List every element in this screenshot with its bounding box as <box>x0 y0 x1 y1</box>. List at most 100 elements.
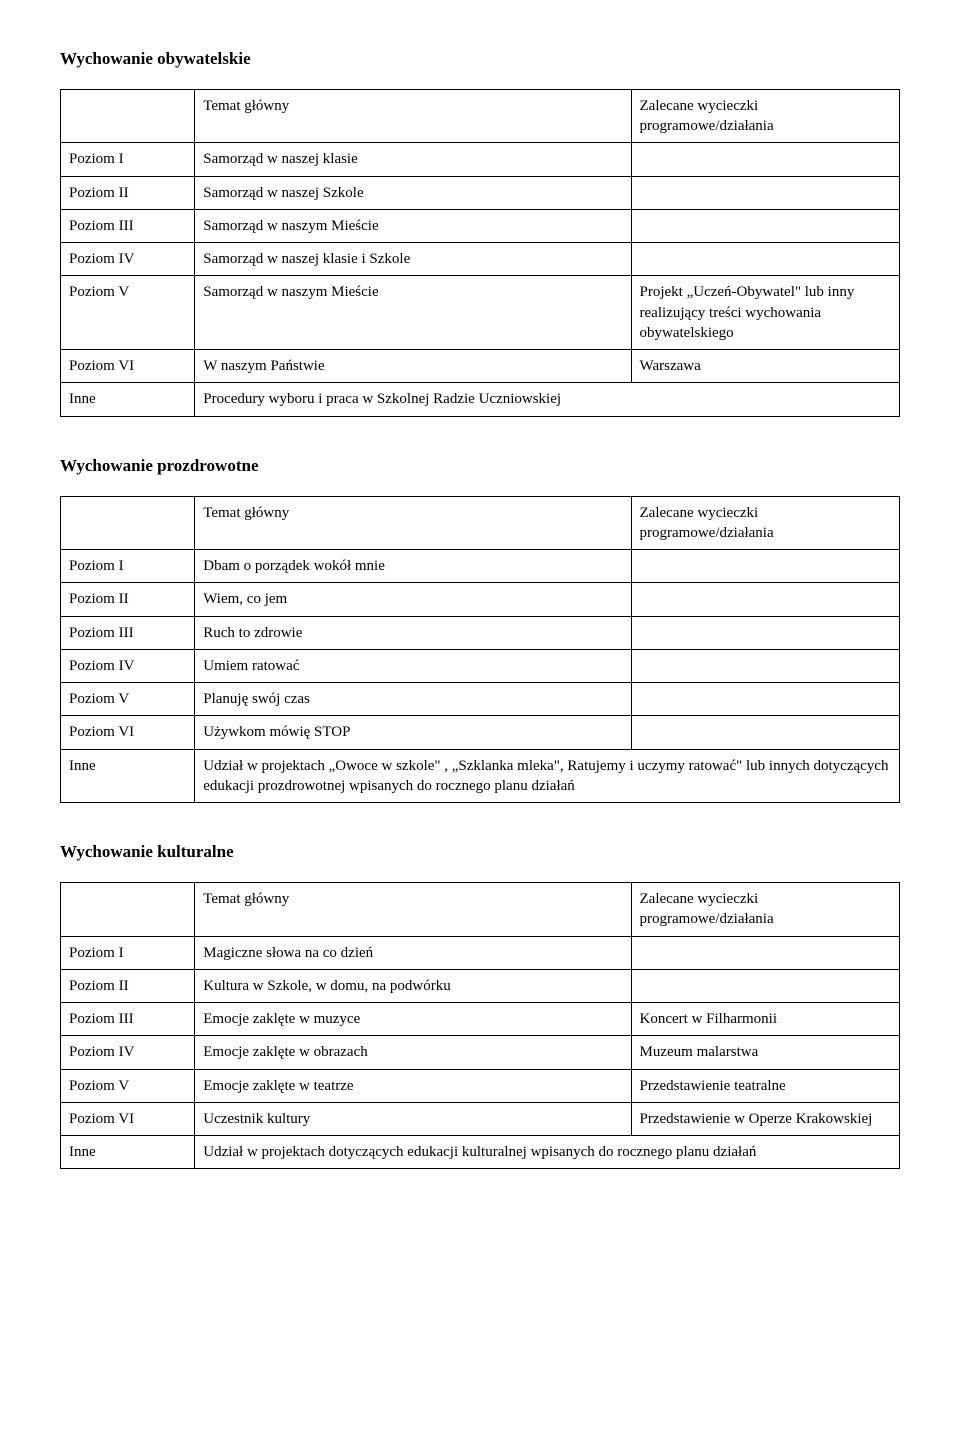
cell-trip: Warszawa <box>631 350 899 383</box>
cell-trip <box>631 936 899 969</box>
table-row: Poziom ISamorząd w naszej klasie <box>61 143 900 176</box>
table-row: Poziom IIIEmocje zaklęte w muzyceKoncert… <box>61 1003 900 1036</box>
cell-topic: Uczestnik kultury <box>195 1102 631 1135</box>
header-col2: Temat główny <box>195 89 631 143</box>
cell-level: Poziom II <box>61 969 195 1002</box>
cell-trip <box>631 583 899 616</box>
section-obywatelskie: Wychowanie obywatelskie Temat główny Zal… <box>60 48 900 417</box>
cell-trip <box>631 550 899 583</box>
header-empty <box>61 883 195 937</box>
table-obywatelskie: Temat główny Zalecane wycieczki programo… <box>60 89 900 417</box>
cell-trip <box>631 616 899 649</box>
table-row: Poziom IVSamorząd w naszej klasie i Szko… <box>61 243 900 276</box>
table-row: Poziom IDbam o porządek wokół mnie <box>61 550 900 583</box>
cell-level: Poziom III <box>61 1003 195 1036</box>
table-row: Poziom VPlanuję swój czas <box>61 683 900 716</box>
cell-level: Poziom III <box>61 616 195 649</box>
cell-trip <box>631 176 899 209</box>
table-prozdrowotne: Temat główny Zalecane wycieczki programo… <box>60 496 900 804</box>
header-empty <box>61 496 195 550</box>
table-row: Poziom VIUczestnik kulturyPrzedstawienie… <box>61 1102 900 1135</box>
cell-level: Poziom III <box>61 209 195 242</box>
table-inne-row: Inne Udział w projektach dotyczących edu… <box>61 1136 900 1169</box>
cell-topic: Używkom mówię STOP <box>195 716 631 749</box>
cell-topic: W naszym Państwie <box>195 350 631 383</box>
header-col2: Temat główny <box>195 496 631 550</box>
cell-level: Poziom IV <box>61 1036 195 1069</box>
cell-trip: Koncert w Filharmonii <box>631 1003 899 1036</box>
section-kulturalne: Wychowanie kulturalne Temat główny Zalec… <box>60 841 900 1169</box>
table-kulturalne: Temat główny Zalecane wycieczki programo… <box>60 882 900 1169</box>
section-title: Wychowanie kulturalne <box>60 841 900 864</box>
cell-topic: Dbam o porządek wokół mnie <box>195 550 631 583</box>
cell-level: Poziom I <box>61 143 195 176</box>
table-row: Poziom IISamorząd w naszej Szkole <box>61 176 900 209</box>
cell-topic: Magiczne słowa na co dzień <box>195 936 631 969</box>
table-row: Poziom VIUżywkom mówię STOP <box>61 716 900 749</box>
cell-trip <box>631 243 899 276</box>
cell-level: Poziom VI <box>61 1102 195 1135</box>
cell-topic: Wiem, co jem <box>195 583 631 616</box>
cell-topic: Ruch to zdrowie <box>195 616 631 649</box>
cell-inne-text: Udział w projektach dotyczących edukacji… <box>195 1136 900 1169</box>
cell-level: Poziom V <box>61 683 195 716</box>
table-inne-row: Inne Udział w projektach „Owoce w szkole… <box>61 749 900 803</box>
cell-trip <box>631 969 899 1002</box>
table-header-row: Temat główny Zalecane wycieczki programo… <box>61 496 900 550</box>
header-col3: Zalecane wycieczki programowe/działania <box>631 496 899 550</box>
cell-topic: Samorząd w naszym Mieście <box>195 276 631 350</box>
table-row: Poziom VEmocje zaklęte w teatrzePrzedsta… <box>61 1069 900 1102</box>
cell-level: Poziom IV <box>61 649 195 682</box>
cell-trip: Przedstawienie w Operze Krakowskiej <box>631 1102 899 1135</box>
cell-topic: Samorząd w naszej klasie <box>195 143 631 176</box>
cell-inne-label: Inne <box>61 749 195 803</box>
cell-level: Poziom VI <box>61 716 195 749</box>
table-row: Poziom IVUmiem ratować <box>61 649 900 682</box>
cell-trip: Przedstawienie teatralne <box>631 1069 899 1102</box>
cell-trip <box>631 649 899 682</box>
header-col2: Temat główny <box>195 883 631 937</box>
cell-level: Poziom II <box>61 176 195 209</box>
section-title: Wychowanie prozdrowotne <box>60 455 900 478</box>
table-header-row: Temat główny Zalecane wycieczki programo… <box>61 883 900 937</box>
table-row: Poziom IIISamorząd w naszym Mieście <box>61 209 900 242</box>
cell-topic: Emocje zaklęte w obrazach <box>195 1036 631 1069</box>
header-empty <box>61 89 195 143</box>
cell-trip <box>631 716 899 749</box>
cell-level: Poziom V <box>61 276 195 350</box>
table-row: Poziom IMagiczne słowa na co dzień <box>61 936 900 969</box>
cell-inne-text: Procedury wyboru i praca w Szkolnej Radz… <box>195 383 900 416</box>
table-row: Poziom VIW naszym PaństwieWarszawa <box>61 350 900 383</box>
table-row: Poziom IIIRuch to zdrowie <box>61 616 900 649</box>
cell-inne-text: Udział w projektach „Owoce w szkole" , „… <box>195 749 900 803</box>
table-row: Poziom IIKultura w Szkole, w domu, na po… <box>61 969 900 1002</box>
cell-topic: Samorząd w naszej klasie i Szkole <box>195 243 631 276</box>
header-col3: Zalecane wycieczki programowe/działania <box>631 89 899 143</box>
table-row: Poziom VSamorząd w naszym MieścieProjekt… <box>61 276 900 350</box>
cell-topic: Samorząd w naszym Mieście <box>195 209 631 242</box>
cell-trip <box>631 143 899 176</box>
cell-topic: Emocje zaklęte w teatrze <box>195 1069 631 1102</box>
header-col3: Zalecane wycieczki programowe/działania <box>631 883 899 937</box>
cell-trip <box>631 683 899 716</box>
cell-level: Poziom IV <box>61 243 195 276</box>
table-row: Poziom IVEmocje zaklęte w obrazachMuzeum… <box>61 1036 900 1069</box>
cell-topic: Emocje zaklęte w muzyce <box>195 1003 631 1036</box>
cell-level: Poziom I <box>61 550 195 583</box>
cell-topic: Umiem ratować <box>195 649 631 682</box>
cell-trip: Muzeum malarstwa <box>631 1036 899 1069</box>
cell-topic: Planuję swój czas <box>195 683 631 716</box>
cell-inne-label: Inne <box>61 1136 195 1169</box>
section-title: Wychowanie obywatelskie <box>60 48 900 71</box>
cell-inne-label: Inne <box>61 383 195 416</box>
cell-level: Poziom VI <box>61 350 195 383</box>
cell-level: Poziom I <box>61 936 195 969</box>
cell-topic: Kultura w Szkole, w domu, na podwórku <box>195 969 631 1002</box>
cell-trip: Projekt „Uczeń-Obywatel" lub inny realiz… <box>631 276 899 350</box>
cell-level: Poziom V <box>61 1069 195 1102</box>
cell-topic: Samorząd w naszej Szkole <box>195 176 631 209</box>
table-inne-row: Inne Procedury wyboru i praca w Szkolnej… <box>61 383 900 416</box>
section-prozdrowotne: Wychowanie prozdrowotne Temat główny Zal… <box>60 455 900 803</box>
cell-trip <box>631 209 899 242</box>
table-header-row: Temat główny Zalecane wycieczki programo… <box>61 89 900 143</box>
